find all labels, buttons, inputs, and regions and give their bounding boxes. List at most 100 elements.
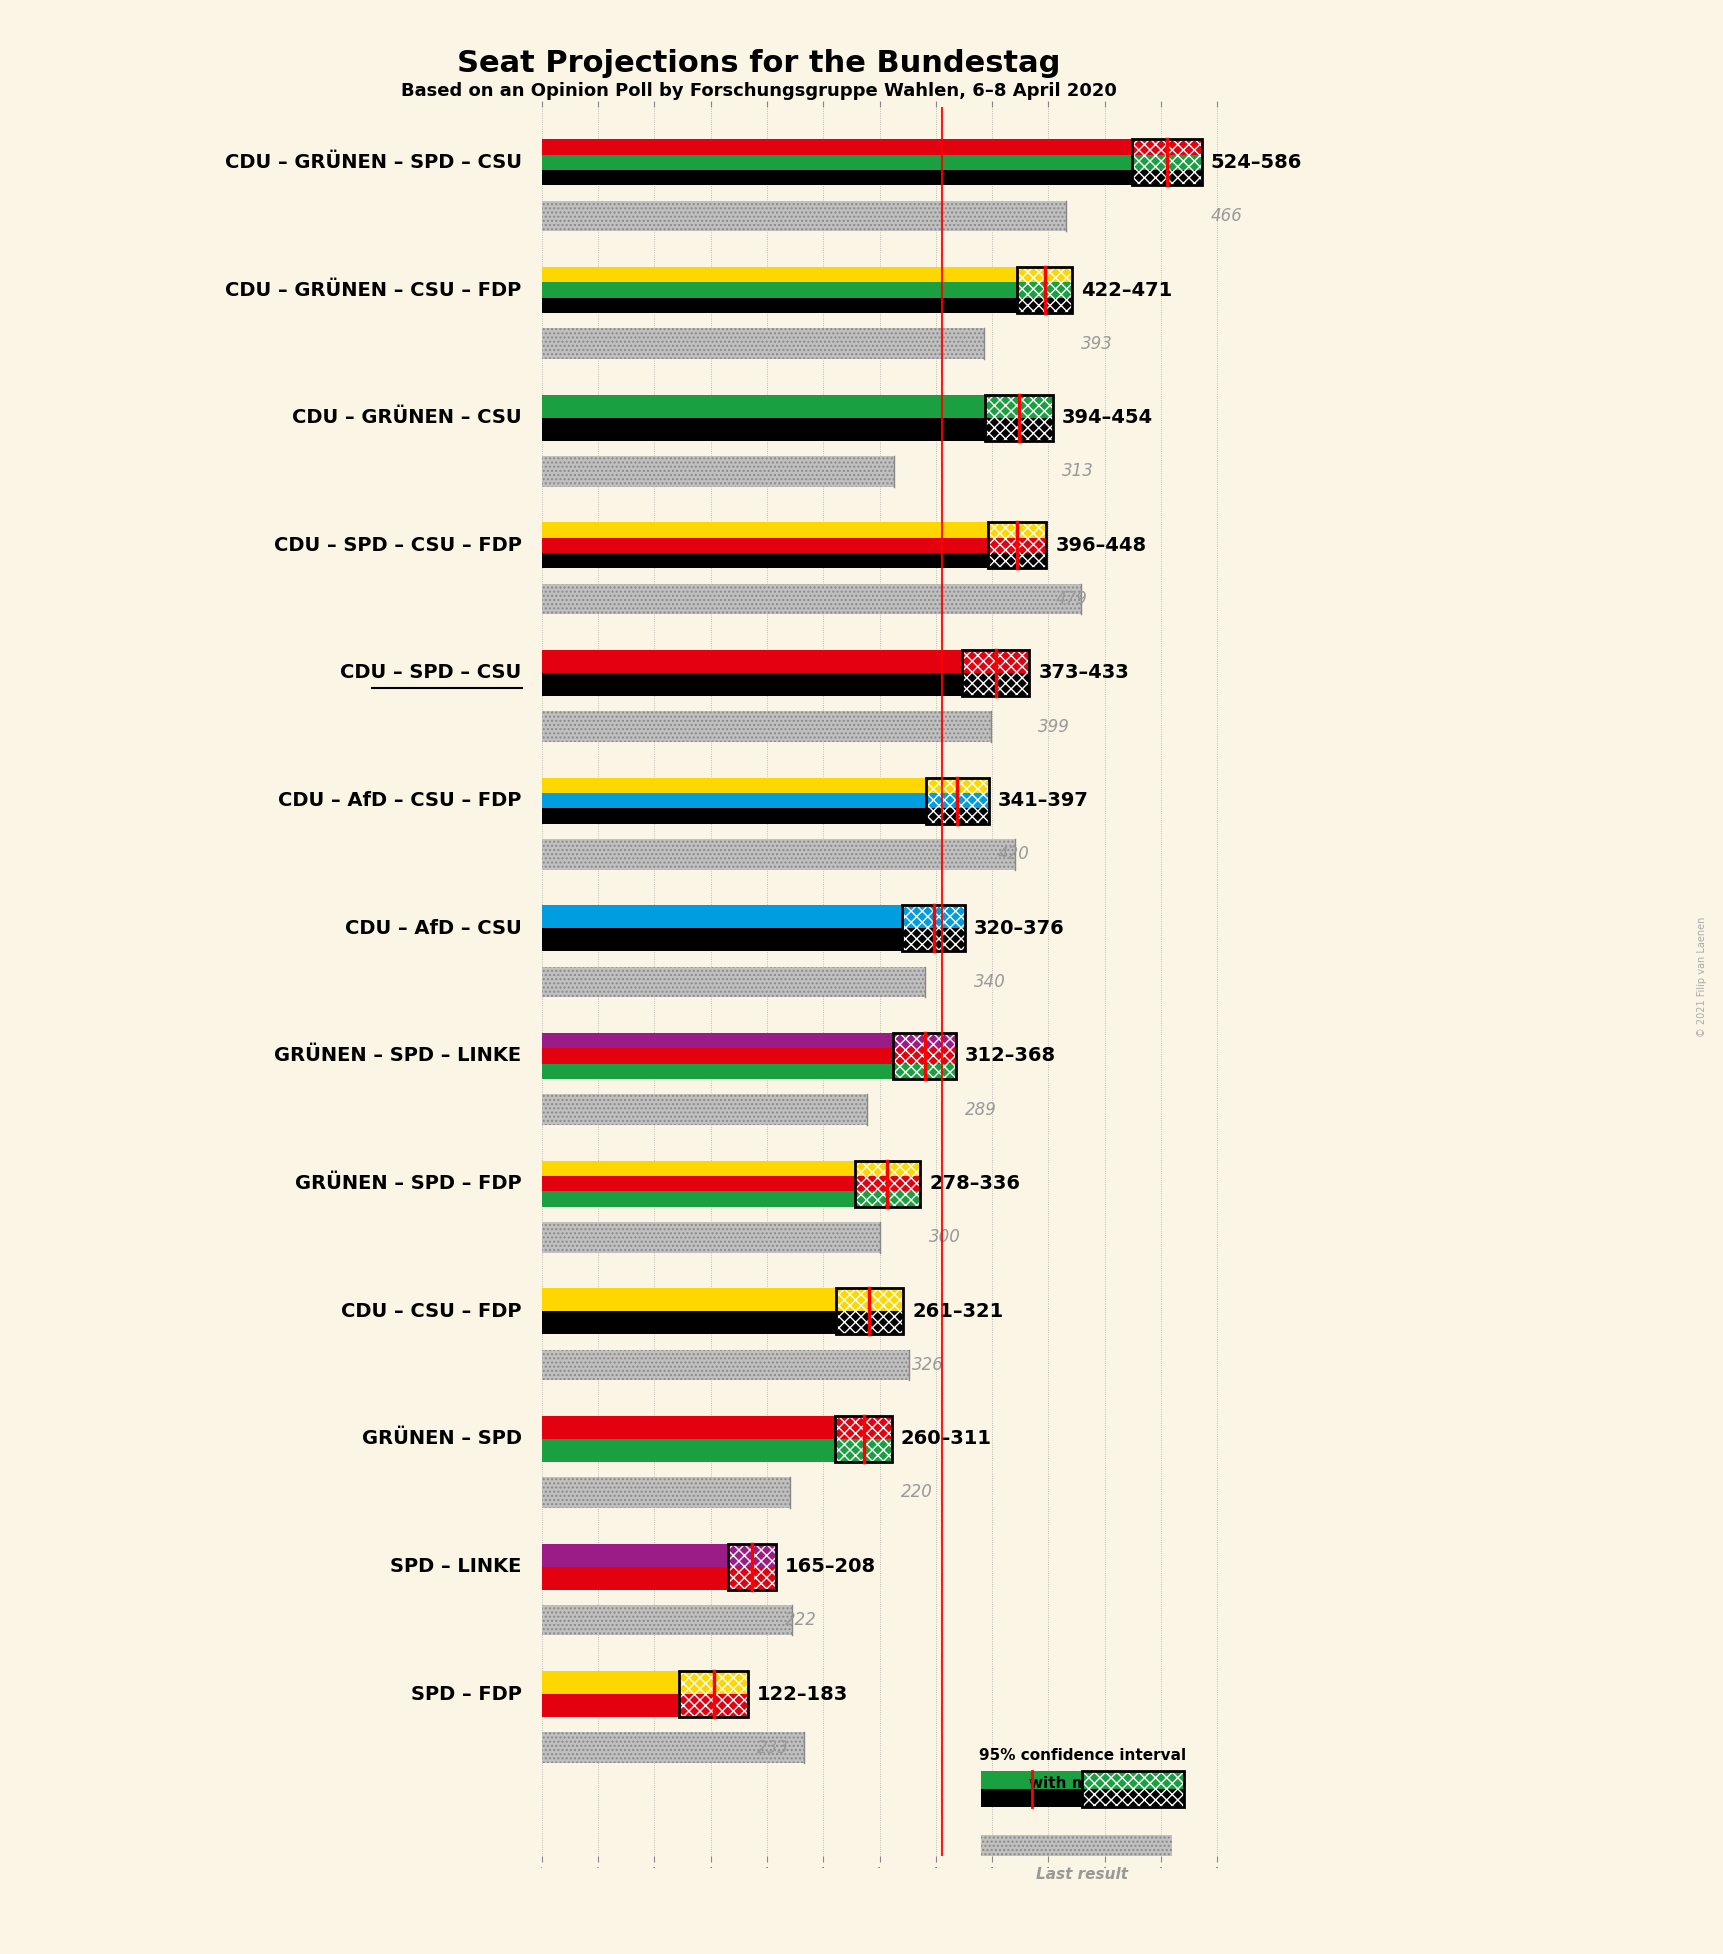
- Text: 278–336: 278–336: [929, 1174, 1020, 1194]
- Bar: [1017, 268, 1072, 313]
- Text: © 2021 Filip van Laenen: © 2021 Filip van Laenen: [1695, 916, 1706, 1038]
- Bar: [925, 793, 989, 809]
- Bar: [1130, 139, 1201, 154]
- Text: 320–376: 320–376: [973, 918, 1065, 938]
- Text: 399: 399: [1037, 717, 1070, 735]
- Bar: [541, 1477, 789, 1508]
- Bar: [901, 905, 965, 928]
- Bar: [855, 1192, 920, 1206]
- Bar: [541, 793, 925, 809]
- Bar: [834, 1417, 891, 1462]
- Bar: [679, 1671, 748, 1694]
- Bar: [541, 1034, 893, 1047]
- Bar: [679, 1671, 748, 1718]
- Bar: [986, 395, 1053, 442]
- Bar: [836, 1311, 903, 1335]
- Bar: [541, 1094, 867, 1126]
- Bar: [541, 522, 987, 537]
- Bar: [836, 1288, 903, 1311]
- Bar: [541, 905, 901, 928]
- Bar: [855, 1161, 920, 1176]
- Bar: [925, 778, 989, 823]
- Bar: [541, 283, 1017, 297]
- Bar: [679, 1671, 748, 1694]
- Bar: [541, 584, 1080, 614]
- Bar: [727, 1544, 775, 1589]
- Bar: [1017, 268, 1072, 281]
- Bar: [1017, 283, 1072, 297]
- Bar: [541, 1477, 789, 1508]
- Bar: [836, 1288, 903, 1311]
- Bar: [961, 672, 1029, 696]
- Text: CDU – GRÜNEN – CSU: CDU – GRÜNEN – CSU: [291, 408, 522, 428]
- Bar: [1130, 139, 1201, 154]
- Text: 122–183: 122–183: [756, 1684, 848, 1704]
- Bar: [541, 838, 1015, 870]
- Bar: [541, 1733, 803, 1763]
- Bar: [893, 1047, 956, 1063]
- Bar: [541, 1047, 893, 1063]
- Text: SPD – LINKE: SPD – LINKE: [389, 1557, 522, 1577]
- Bar: [855, 1176, 920, 1192]
- Bar: [893, 1047, 956, 1063]
- Text: CDU – SPD – CSU: CDU – SPD – CSU: [339, 664, 522, 682]
- Bar: [893, 1034, 956, 1047]
- Text: 420: 420: [998, 846, 1029, 864]
- Bar: [541, 268, 1017, 281]
- Bar: [727, 1567, 775, 1589]
- Text: 422–471: 422–471: [1080, 281, 1172, 299]
- Text: CDU – GRÜNEN – CSU – FDP: CDU – GRÜNEN – CSU – FDP: [226, 281, 522, 299]
- Bar: [541, 809, 925, 823]
- Bar: [1082, 1788, 1184, 1807]
- Bar: [541, 1311, 836, 1335]
- Bar: [987, 553, 1046, 569]
- Bar: [541, 1192, 855, 1206]
- Bar: [541, 1176, 855, 1192]
- Text: 396–448: 396–448: [1054, 535, 1146, 555]
- Bar: [925, 809, 989, 823]
- Bar: [893, 1063, 956, 1079]
- Bar: [987, 537, 1046, 553]
- Text: 373–433: 373–433: [1037, 664, 1129, 682]
- Bar: [980, 1835, 1172, 1860]
- Bar: [901, 928, 965, 952]
- Bar: [727, 1544, 775, 1567]
- Bar: [1130, 154, 1201, 170]
- Text: 222: 222: [784, 1612, 817, 1630]
- Bar: [541, 1161, 855, 1176]
- Bar: [541, 1221, 879, 1253]
- Bar: [987, 537, 1046, 553]
- Bar: [541, 838, 1015, 870]
- Bar: [541, 711, 991, 743]
- Bar: [541, 154, 1130, 170]
- Bar: [1130, 154, 1201, 170]
- Bar: [1130, 170, 1201, 186]
- Bar: [541, 201, 1067, 231]
- Bar: [925, 778, 989, 793]
- Bar: [541, 1604, 791, 1635]
- Bar: [961, 651, 1029, 696]
- Bar: [541, 1544, 727, 1567]
- Bar: [893, 1034, 956, 1047]
- Text: 393: 393: [1080, 334, 1113, 352]
- Text: 260–311: 260–311: [901, 1430, 991, 1448]
- Bar: [925, 793, 989, 809]
- Bar: [541, 1288, 836, 1311]
- Bar: [541, 1694, 679, 1718]
- Text: Based on an Opinion Poll by Forschungsgruppe Wahlen, 6–8 April 2020: Based on an Opinion Poll by Forschungsgr…: [400, 82, 1117, 100]
- Bar: [961, 651, 1029, 672]
- Bar: [541, 1438, 834, 1462]
- Bar: [980, 1788, 1082, 1807]
- Text: 466: 466: [1210, 207, 1242, 225]
- Bar: [541, 967, 924, 997]
- Text: 300: 300: [929, 1229, 960, 1247]
- Bar: [987, 522, 1046, 537]
- Bar: [541, 778, 925, 793]
- Text: 312–368: 312–368: [965, 1047, 1056, 1065]
- Bar: [1130, 139, 1201, 186]
- Bar: [987, 522, 1046, 537]
- Bar: [541, 455, 894, 487]
- Bar: [893, 1063, 956, 1079]
- Bar: [961, 651, 1029, 672]
- Bar: [893, 1034, 956, 1079]
